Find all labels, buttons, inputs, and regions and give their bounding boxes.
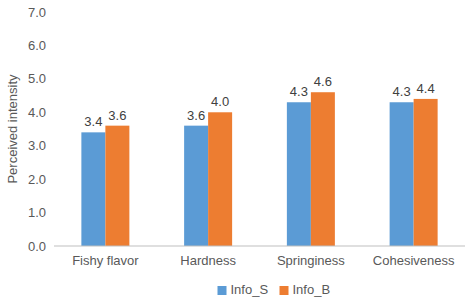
bar [81,132,105,246]
legend-swatch [280,286,289,295]
legend-swatch [218,286,227,295]
y-tick-label: 4.0 [28,105,46,120]
data-label: 3.6 [187,108,205,123]
bar [208,112,232,246]
data-label: 3.6 [108,108,126,123]
y-axis-label: Perceived intensity [5,74,20,184]
legend-label: Info_S [231,282,269,297]
bars [81,92,437,246]
y-tick-label: 5.0 [28,71,46,86]
x-tick-label: Fishy flavor [72,253,139,268]
y-tick-label: 7.0 [28,5,46,20]
bar [184,126,208,246]
x-axis-line [54,246,465,247]
y-tick-label: 0.0 [28,239,46,254]
data-label: 4.3 [290,84,308,99]
x-tick-label: Springiness [277,253,345,268]
bar [105,126,129,246]
data-label: 4.4 [417,81,435,96]
data-label: 4.3 [393,84,411,99]
bar [287,102,311,246]
x-tick-label: Cohesiveness [373,253,455,268]
y-tick-label: 2.0 [28,172,46,187]
bar [311,92,335,246]
data-label: 4.6 [314,74,332,89]
bar [390,102,414,246]
y-tick-label: 1.0 [28,205,46,220]
data-labels: 3.4 3.6 4.3 4.3 3.6 4.0 4.6 4.4 [84,74,434,129]
legend: Info_S Info_B [218,282,331,297]
data-label: 4.0 [211,94,229,109]
y-tick-label: 6.0 [28,38,46,53]
y-tick-label: 3.0 [28,138,46,153]
bar [414,99,438,246]
data-label: 3.4 [84,114,102,129]
legend-label: Info_B [293,282,331,297]
x-tick-label: Hardness [180,253,236,268]
chart: 0.0 1.0 2.0 3.0 4.0 5.0 6.0 7.0 Perceived intens… [0,0,472,308]
